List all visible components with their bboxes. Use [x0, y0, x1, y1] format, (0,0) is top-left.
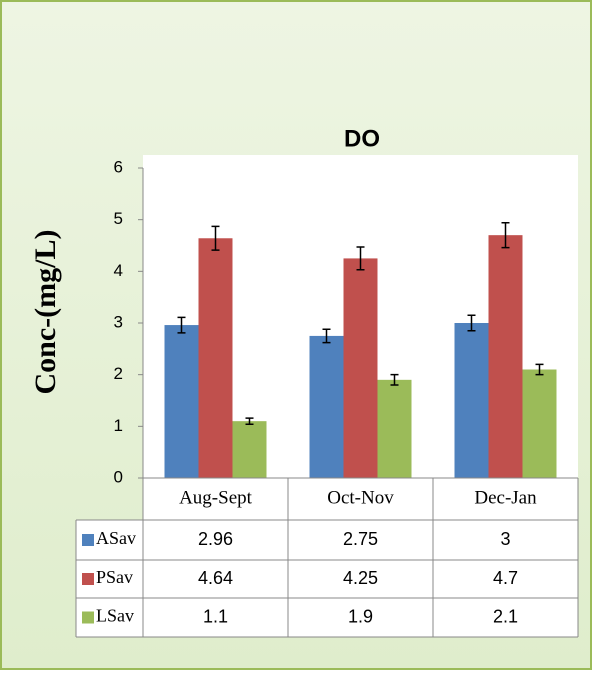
y-tick-label: 2: [114, 364, 123, 383]
y-tick-label: 1: [114, 416, 123, 435]
table-bg: [143, 478, 578, 637]
error-bar: [390, 373, 399, 386]
legend-label: PSav: [96, 567, 133, 587]
error-bar: [535, 363, 544, 376]
table-cell: 4.7: [493, 568, 518, 588]
error-bar: [501, 222, 510, 249]
legend-key: [82, 534, 94, 546]
chart-title: DO: [344, 125, 380, 152]
table-cell: 4.25: [343, 568, 378, 588]
error-bar: [245, 417, 254, 426]
bar: [309, 335, 344, 478]
y-axis-title: Conc-(mg/L): [29, 230, 62, 395]
y-tick-label: 3: [114, 312, 123, 331]
y-tick-label: 6: [114, 157, 123, 176]
y-tick-label: 4: [114, 261, 123, 280]
table-cell: 2.96: [198, 529, 233, 549]
bar: [198, 238, 233, 478]
table-header: Dec-Jan: [474, 487, 537, 508]
error-bar: [322, 328, 331, 344]
table-cell: 2.75: [343, 529, 378, 549]
error-bar: [356, 246, 365, 271]
error-bar: [211, 225, 220, 251]
error-bar: [177, 316, 186, 334]
legend-key: [82, 611, 94, 624]
y-tick-label: 0: [114, 467, 123, 486]
y-tick-label: 5: [114, 209, 123, 228]
legend-label: ASav: [96, 528, 136, 548]
table-cell: 4.64: [198, 568, 233, 588]
legend-key: [82, 573, 94, 585]
bar: [454, 323, 489, 478]
bar: [377, 379, 412, 478]
table-cell: 1.9: [348, 606, 373, 626]
bar: [232, 421, 267, 478]
table-header: Aug-Sept: [179, 487, 253, 508]
bar: [343, 258, 378, 478]
table-cell: 2.1: [493, 606, 518, 626]
table-cell: 1.1: [203, 606, 228, 626]
bar: [488, 235, 523, 478]
bar: [164, 325, 199, 478]
error-bar: [467, 314, 476, 332]
bar: [522, 369, 557, 478]
legend-label: LSav: [96, 606, 134, 626]
table-header: Oct-Nov: [327, 487, 394, 508]
table-cell: 3: [500, 529, 510, 549]
